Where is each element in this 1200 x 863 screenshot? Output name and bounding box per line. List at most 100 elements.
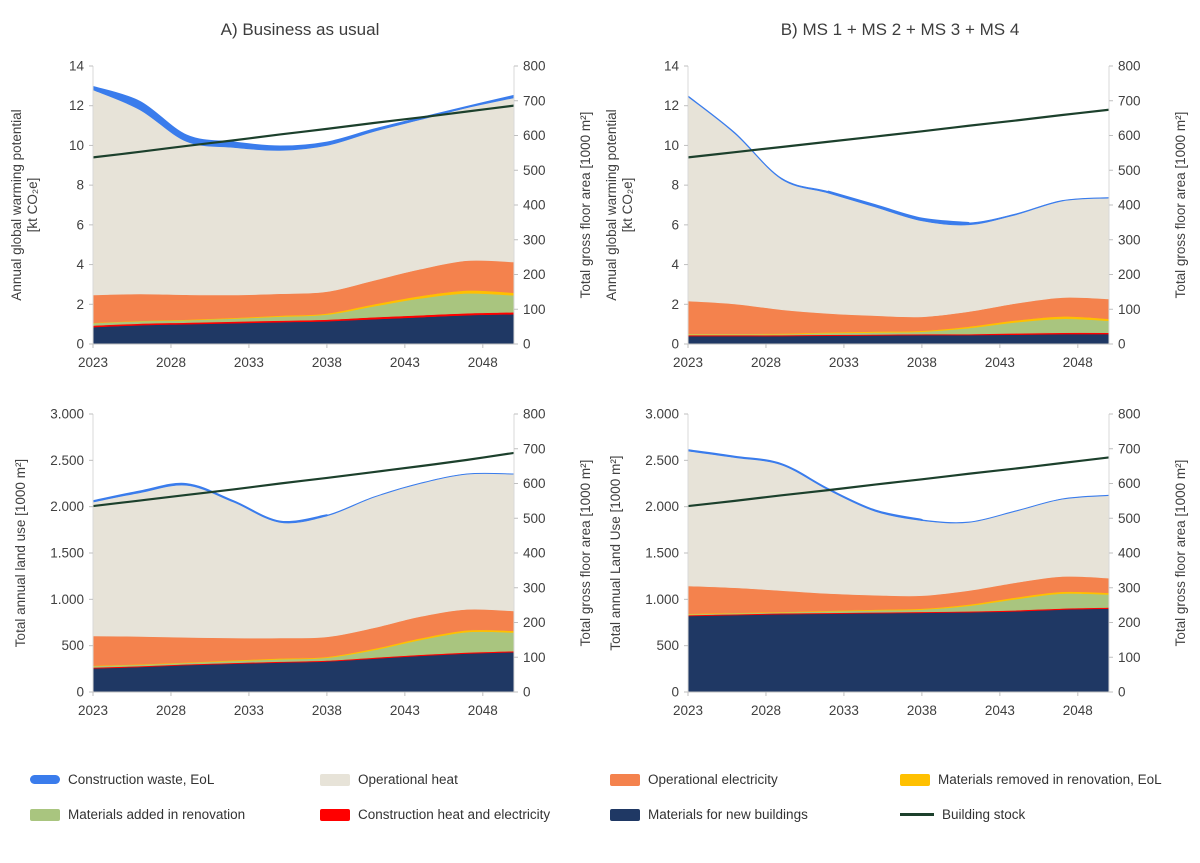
svg-text:2023: 2023 xyxy=(673,703,703,718)
svg-text:2043: 2043 xyxy=(390,355,420,370)
legend-item-materials-removed: Materials removed in renovation, EoL xyxy=(900,772,1190,787)
svg-text:2048: 2048 xyxy=(1063,355,1093,370)
legend-label-building-stock: Building stock xyxy=(942,807,1026,822)
svg-text:2023: 2023 xyxy=(78,355,108,370)
legend-swatch-materials-added xyxy=(30,808,60,821)
svg-text:300: 300 xyxy=(523,580,546,595)
svg-text:0: 0 xyxy=(523,685,531,700)
svg-text:Annual global warming potentia: Annual global warming potential xyxy=(604,109,619,300)
svg-text:600: 600 xyxy=(1118,476,1141,491)
svg-text:2038: 2038 xyxy=(312,703,342,718)
svg-text:0: 0 xyxy=(1118,685,1126,700)
legend-label-materials-removed: Materials removed in renovation, EoL xyxy=(938,772,1162,787)
svg-text:700: 700 xyxy=(523,93,546,108)
svg-text:4: 4 xyxy=(671,257,679,272)
chart-gwp-ms-scenarios: 2023 2028 2033 2038 2043 2048 0 2 4 6 8 10 12 14 0 100 2… xyxy=(604,59,1188,371)
legend-label-operational-electricity: Operational electricity xyxy=(648,772,778,787)
chart-landuse-ms-scenarios: 2023 2028 2033 2038 2043 2048 0 500 1.000 1.500 2.… xyxy=(608,407,1188,719)
svg-text:500: 500 xyxy=(61,638,84,653)
svg-text:12: 12 xyxy=(69,98,84,113)
svg-text:400: 400 xyxy=(1118,198,1141,213)
svg-text:2023: 2023 xyxy=(673,355,703,370)
svg-text:700: 700 xyxy=(523,441,546,456)
svg-text:2028: 2028 xyxy=(156,703,186,718)
svg-text:800: 800 xyxy=(1118,59,1141,74)
svg-text:100: 100 xyxy=(1118,302,1141,317)
svg-text:0: 0 xyxy=(671,685,679,700)
legend-swatch-construction-waste xyxy=(30,775,60,784)
svg-text:400: 400 xyxy=(523,546,546,561)
legend-swatch-operational-heat xyxy=(320,773,350,786)
svg-text:2033: 2033 xyxy=(234,703,264,718)
svg-text:2.500: 2.500 xyxy=(50,453,84,468)
svg-text:Total gross floor area [1000 m: Total gross floor area [1000 m²] xyxy=(578,112,593,299)
svg-text:2033: 2033 xyxy=(829,703,859,718)
svg-text:2033: 2033 xyxy=(234,355,264,370)
svg-text:500: 500 xyxy=(656,638,679,653)
svg-text:1.500: 1.500 xyxy=(645,546,679,561)
legend-swatch-building-stock xyxy=(900,813,934,816)
svg-text:Total gross floor area [1000 m: Total gross floor area [1000 m²] xyxy=(578,460,593,647)
svg-text:1.000: 1.000 xyxy=(645,592,679,607)
svg-text:200: 200 xyxy=(1118,267,1141,282)
legend-swatch-materials-new-buildings xyxy=(610,808,640,821)
svg-text:600: 600 xyxy=(523,128,546,143)
svg-text:400: 400 xyxy=(1118,546,1141,561)
legend-label-materials-new-buildings: Materials for new buildings xyxy=(648,807,808,822)
svg-text:800: 800 xyxy=(523,407,546,422)
legend-label-construction-waste: Construction waste, EoL xyxy=(68,772,215,787)
charts-grid: 2023 2028 2033 2038 2043 2048 0 2 4 6 8 10 12 14 0 100 2… xyxy=(0,52,1200,738)
svg-text:2043: 2043 xyxy=(390,703,420,718)
svg-text:2043: 2043 xyxy=(985,703,1015,718)
svg-text:2048: 2048 xyxy=(468,703,498,718)
svg-text:2.000: 2.000 xyxy=(50,499,84,514)
svg-text:0: 0 xyxy=(76,337,84,352)
svg-text:2043: 2043 xyxy=(985,355,1015,370)
svg-text:2028: 2028 xyxy=(751,703,781,718)
svg-text:2: 2 xyxy=(76,297,84,312)
legend-label-materials-added: Materials added in renovation xyxy=(68,807,246,822)
svg-text:100: 100 xyxy=(1118,650,1141,665)
svg-text:200: 200 xyxy=(523,615,546,630)
svg-text:0: 0 xyxy=(76,685,84,700)
svg-text:10: 10 xyxy=(664,138,679,153)
svg-text:Total annual land use [1000 m²: Total annual land use [1000 m²] xyxy=(13,459,28,647)
svg-text:800: 800 xyxy=(1118,407,1141,422)
svg-text:8: 8 xyxy=(671,178,679,193)
legend-item-building-stock: Building stock xyxy=(900,807,1190,822)
svg-text:3.000: 3.000 xyxy=(50,407,84,422)
legend-item-materials-added: Materials added in renovation xyxy=(30,807,320,822)
svg-text:2033: 2033 xyxy=(829,355,859,370)
svg-text:[kt CO₂e]: [kt CO₂e] xyxy=(620,178,635,233)
svg-text:500: 500 xyxy=(523,511,546,526)
svg-text:2023: 2023 xyxy=(78,703,108,718)
svg-text:2048: 2048 xyxy=(1063,703,1093,718)
svg-text:500: 500 xyxy=(1118,163,1141,178)
svg-text:2028: 2028 xyxy=(751,355,781,370)
legend-swatch-materials-removed xyxy=(900,773,930,786)
svg-text:300: 300 xyxy=(523,232,546,247)
svg-text:2038: 2038 xyxy=(312,355,342,370)
svg-text:12: 12 xyxy=(664,98,679,113)
legend-swatch-construction-heat-electricity xyxy=(320,808,350,821)
svg-text:2038: 2038 xyxy=(907,703,937,718)
legend-item-construction-heat-electricity: Construction heat and electricity xyxy=(320,807,610,822)
svg-text:1.500: 1.500 xyxy=(50,546,84,561)
legend-label-operational-heat: Operational heat xyxy=(358,772,458,787)
svg-text:100: 100 xyxy=(523,302,546,317)
svg-text:0: 0 xyxy=(1118,337,1126,352)
svg-text:600: 600 xyxy=(523,476,546,491)
svg-text:[kt CO₂e]: [kt CO₂e] xyxy=(25,178,40,233)
svg-text:3.000: 3.000 xyxy=(645,407,679,422)
svg-text:800: 800 xyxy=(523,59,546,74)
panel-a-title: A) Business as usual xyxy=(220,20,380,39)
legend-item-operational-electricity: Operational electricity xyxy=(610,772,900,787)
legend-swatch-operational-electricity xyxy=(610,773,640,786)
svg-text:300: 300 xyxy=(1118,232,1141,247)
chart-gwp-business-as-usual: 2023 2028 2033 2038 2043 2048 0 2 4 6 8 10 12 14 0 100 2… xyxy=(9,59,593,371)
svg-text:14: 14 xyxy=(664,59,680,74)
svg-text:2048: 2048 xyxy=(468,355,498,370)
panel-titles: A) Business as usual B) MS 1 + MS 2 + MS… xyxy=(0,8,1200,52)
legend-item-operational-heat: Operational heat xyxy=(320,772,610,787)
svg-text:100: 100 xyxy=(523,650,546,665)
